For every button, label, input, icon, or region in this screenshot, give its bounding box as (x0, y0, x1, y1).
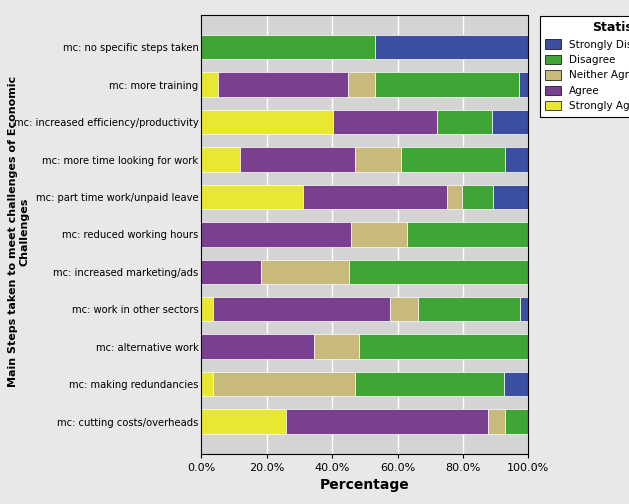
Bar (518, 73, 528, 97)
Bar (462, 185, 493, 209)
Bar (201, 185, 303, 209)
Legend: Strongly Disagree, Disagree, Neither Agree or Disagree, Agree, Strongly Agree: Strongly Disagree, Disagree, Neither Agr… (540, 16, 629, 116)
Bar (504, 409, 528, 433)
Bar (201, 335, 314, 359)
Bar (201, 147, 240, 172)
Bar (213, 297, 391, 322)
Bar (488, 409, 504, 433)
Bar (201, 73, 218, 97)
Bar (505, 147, 528, 172)
Bar (350, 222, 408, 246)
Bar (218, 73, 348, 97)
Bar (201, 35, 375, 59)
Bar (359, 335, 528, 359)
Bar (493, 185, 528, 209)
Bar (201, 372, 213, 396)
Bar (504, 372, 528, 396)
Bar (348, 73, 375, 97)
Bar (437, 110, 493, 134)
X-axis label: Percentage: Percentage (320, 478, 409, 492)
Bar (213, 372, 355, 396)
Bar (286, 409, 488, 433)
Bar (314, 335, 359, 359)
Bar (418, 297, 520, 322)
Bar (201, 260, 261, 284)
Bar (355, 147, 401, 172)
Text: Main Steps taken to meet challenges of Economic
Challenges: Main Steps taken to meet challenges of E… (8, 76, 30, 388)
Bar (355, 372, 504, 396)
Bar (201, 409, 286, 433)
Bar (201, 222, 350, 246)
Bar (333, 110, 437, 134)
Bar (447, 185, 462, 209)
Bar (375, 73, 518, 97)
Bar (261, 260, 349, 284)
Bar (493, 110, 528, 134)
Bar (201, 297, 213, 322)
Bar (375, 35, 528, 59)
Bar (401, 147, 505, 172)
Bar (391, 297, 418, 322)
Bar (408, 222, 528, 246)
Bar (303, 185, 447, 209)
Bar (201, 110, 333, 134)
Bar (240, 147, 355, 172)
Bar (520, 297, 528, 322)
Bar (349, 260, 528, 284)
